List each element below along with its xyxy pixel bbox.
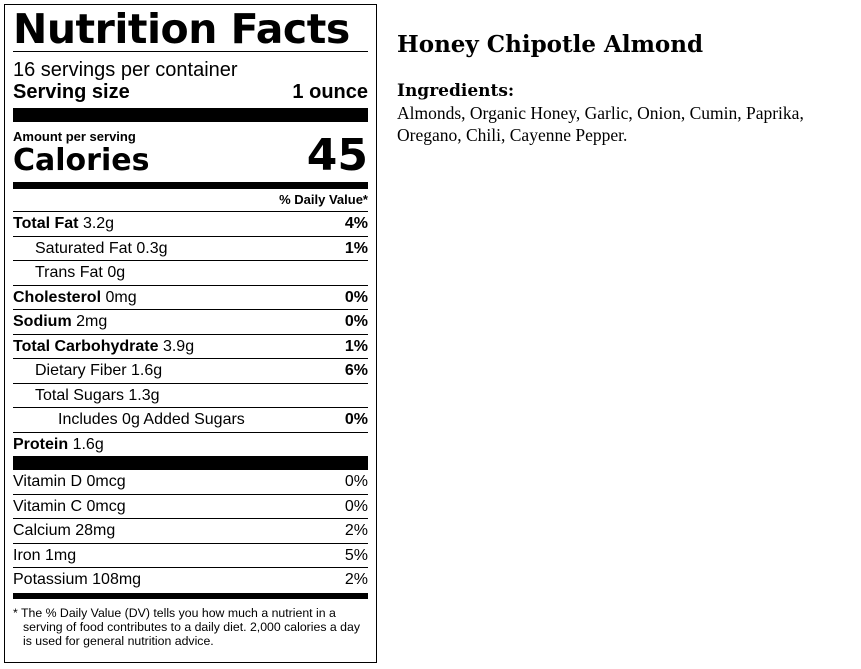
vitamin-row-d: Vitamin D 0mcg 0%: [13, 470, 368, 494]
divider-medium: [13, 182, 368, 189]
nutrition-facts-label: Nutrition Facts 16 servings per containe…: [4, 4, 377, 663]
calories-value: 45: [306, 130, 368, 181]
divider-thick: [13, 456, 368, 470]
nutrient-amount: 3.9g: [162, 337, 195, 355]
nutrient-name: Protein: [13, 435, 69, 453]
divider: [13, 51, 368, 52]
nutrient-row-cholesterol: Cholesterol 0mg 0%: [13, 284, 368, 310]
nutrient-row-trans-fat: Trans Fat 0g: [13, 260, 368, 285]
nutrient-row-saturated-fat: Saturated Fat 0.3g 1%: [13, 235, 368, 261]
vitamin-dv: 0%: [344, 473, 368, 491]
serving-size-label: Serving size: [13, 81, 130, 103]
vitamin-name: Vitamin C 0mcg: [13, 497, 126, 515]
nutrient-amount: 1.6g: [72, 435, 104, 453]
serving-size-value: 1 ounce: [292, 81, 368, 103]
nutrient-name: Total Sugars: [35, 386, 124, 404]
vitamin-row-potassium: Potassium 108mg 2%: [13, 567, 368, 592]
nutrient-dv: 6%: [344, 362, 368, 380]
divider-thick: [13, 108, 368, 122]
daily-value-footnote: * The % Daily Value (DV) tells you how m…: [13, 605, 360, 648]
nutrient-row-total-fat: Total Fat 3.2g 4%: [13, 211, 368, 236]
nutrient-amount: 0mg: [105, 288, 137, 306]
nutrient-name: Includes 0g Added Sugars: [58, 411, 245, 429]
nutrient-row-total-carbohydrate: Total Carbohydrate 3.9g 1%: [13, 333, 368, 359]
nutrient-name: Total Carbohydrate: [13, 337, 159, 355]
nutrient-row-protein: Protein 1.6g: [13, 431, 368, 457]
product-name: Honey Chipotle Almond: [397, 31, 704, 58]
servings-per-container: 16 servings per container: [13, 59, 238, 81]
amount-per-serving: Amount per serving: [13, 129, 136, 144]
nutrition-facts-title: Nutrition Facts: [13, 5, 350, 53]
nutrient-dv: 0%: [344, 411, 368, 429]
nutrient-dv: 1%: [344, 239, 368, 257]
vitamin-dv: 2%: [344, 571, 368, 589]
nutrient-amount: 3.2g: [82, 215, 115, 233]
nutrient-dv: 1%: [344, 337, 368, 355]
ingredients-heading: Ingredients:: [397, 81, 515, 101]
vitamin-row-calcium: Calcium 28mg 2%: [13, 518, 368, 543]
vitamin-row-iron: Iron 1mg 5%: [13, 542, 368, 568]
daily-value-header: % Daily Value*: [279, 192, 368, 207]
nutrient-amount: 1.6g: [131, 362, 163, 380]
nutrient-name: Trans Fat: [35, 264, 103, 282]
vitamin-row-c: Vitamin C 0mcg 0%: [13, 493, 368, 519]
vitamin-name: Vitamin D 0mcg: [13, 473, 126, 491]
serving-size-row: Serving size 1 ounce: [13, 82, 368, 102]
nutrient-dv: 0%: [344, 313, 368, 331]
nutrient-amount: 2mg: [76, 313, 108, 331]
nutrient-row-total-sugars: Total Sugars 1.3g: [13, 382, 368, 408]
product-info: Honey Chipotle Almond Ingredients: Almon…: [397, 30, 857, 146]
vitamin-dv: 0%: [344, 497, 368, 515]
nutrient-name: Sodium: [13, 313, 72, 331]
calories-row: Calories 45: [13, 134, 368, 178]
nutrient-dv: 4%: [344, 215, 368, 233]
nutrient-row-added-sugars: Includes 0g Added Sugars 0%: [13, 407, 368, 432]
vitamin-name: Potassium 108mg: [13, 571, 142, 589]
nutrient-dv: 0%: [344, 288, 368, 306]
nutrient-amount: 0g: [107, 264, 126, 282]
vitamin-name: Iron 1mg: [13, 546, 77, 564]
vitamin-dv: 2%: [344, 522, 368, 540]
ingredients-list: Almonds, Organic Honey, Garlic, Onion, C…: [397, 103, 804, 145]
nutrient-name: Dietary Fiber: [35, 362, 127, 380]
calories-label: Calories: [13, 143, 150, 178]
nutrient-name: Saturated Fat: [35, 239, 132, 257]
nutrient-name: Total Fat: [13, 215, 79, 233]
nutrient-row-sodium: Sodium 2mg 0%: [13, 309, 368, 334]
vitamin-name: Calcium 28mg: [13, 522, 116, 540]
nutrient-row-dietary-fiber: Dietary Fiber 1.6g 6%: [13, 358, 368, 383]
vitamin-dv: 5%: [344, 546, 368, 564]
nutrient-amount: 1.3g: [128, 386, 160, 404]
divider-medium: [13, 592, 368, 599]
nutrient-amount: 0.3g: [136, 239, 168, 257]
nutrient-name: Cholesterol: [13, 288, 102, 306]
